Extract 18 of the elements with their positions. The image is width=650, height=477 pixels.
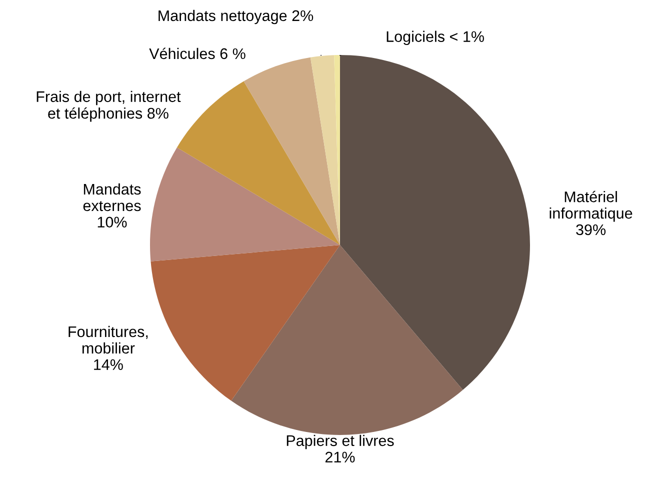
pie-slice: [231, 245, 463, 435]
pie-slice: [244, 57, 340, 245]
pie-slice: [340, 55, 530, 390]
slice-label: Matériel informatique: [550, 190, 632, 222]
slice-label: Papiers et livres: [286, 434, 394, 450]
data-label: 10%: [98, 216, 127, 228]
slice-label: Véhicules 6 %: [149, 48, 246, 60]
pie-slice: [150, 245, 340, 401]
slice-label: Mandats externes: [83, 183, 141, 212]
data-label: 21%: [325, 452, 355, 462]
pie-slice: [150, 147, 340, 262]
slice-label: Frais de port, internet et téléphonies 8%: [36, 90, 181, 122]
data-label: 39%: [576, 224, 606, 236]
slice-label: Fournitures, mobilier: [68, 326, 148, 354]
slice-label: Logiciels < 1%: [386, 30, 484, 46]
pie-slice: [310, 55, 340, 245]
slice-label: Mandats nettoyage 2%: [158, 10, 314, 24]
data-label: 14%: [94, 359, 123, 370]
